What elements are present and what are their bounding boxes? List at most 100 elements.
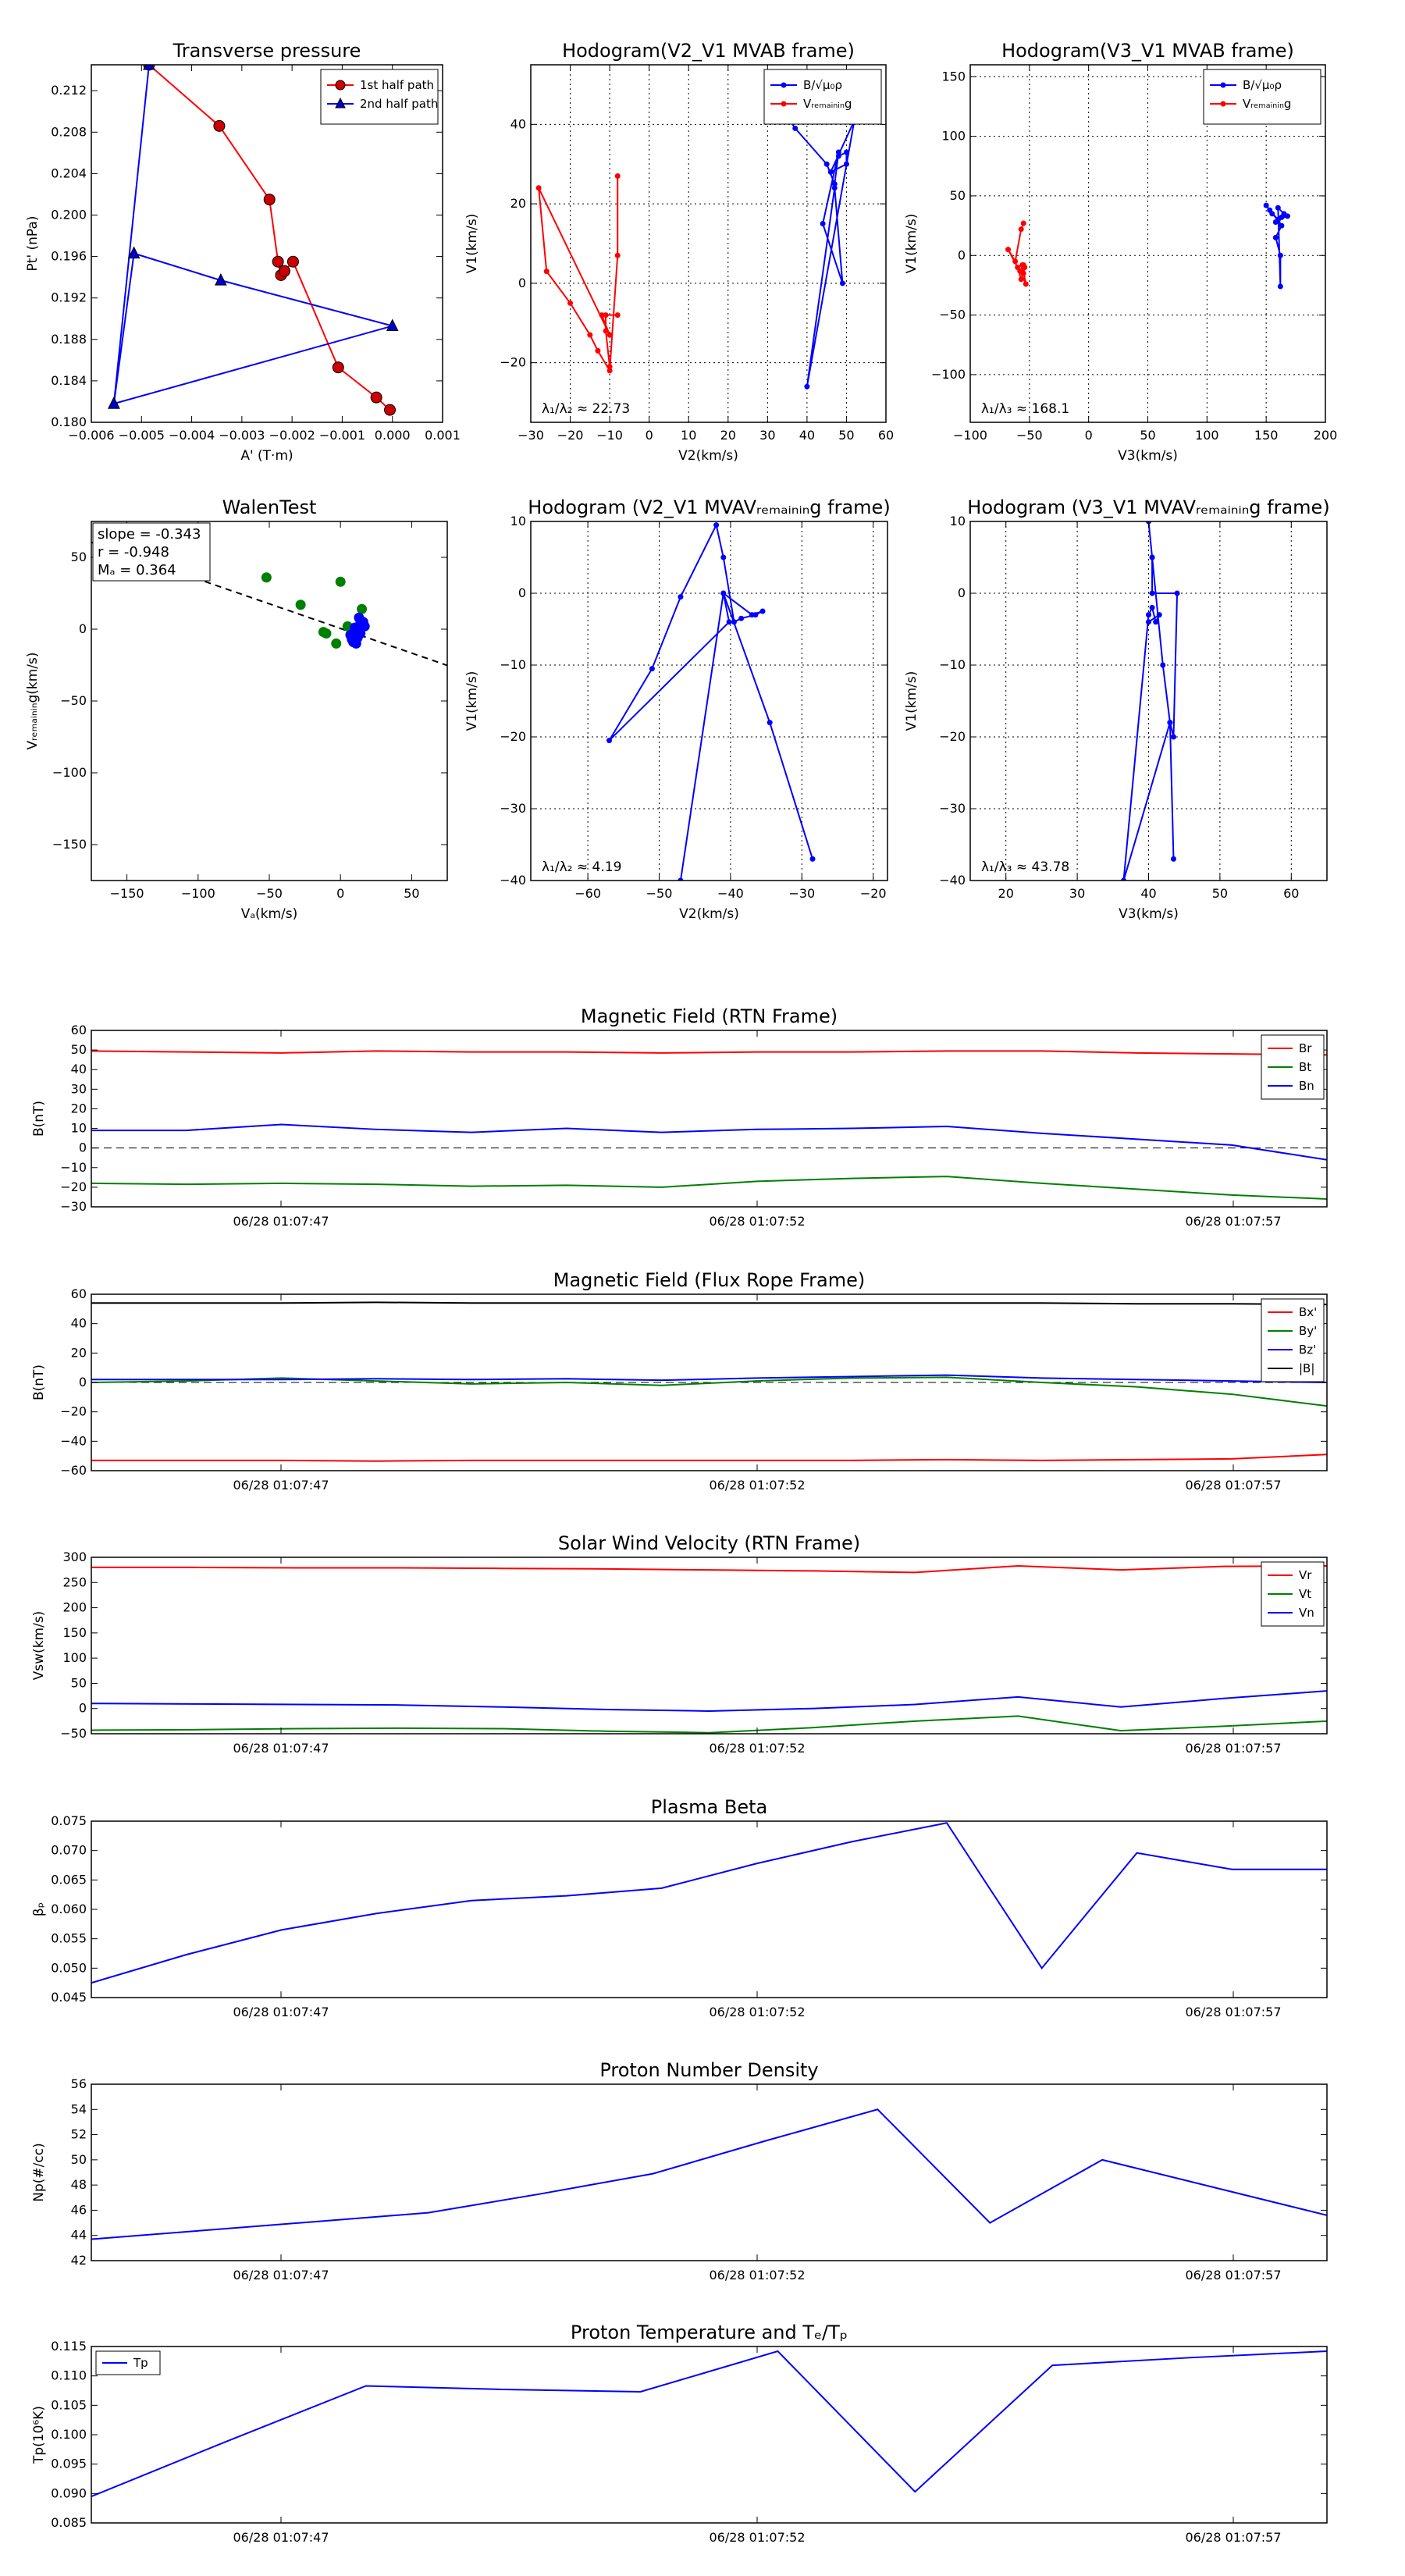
legend-box	[763, 69, 882, 125]
y-tick-label: 44	[71, 2228, 87, 2243]
time-tick-label: 06/28 01:07:52	[709, 2005, 805, 2019]
y-tick-label: −50	[60, 1726, 87, 1741]
y-tick-label: −20	[60, 1179, 87, 1194]
y-tick-label: 250	[62, 1574, 87, 1589]
legend-box	[320, 69, 439, 125]
chart-title: Hodogram(V3_V1 MVAB frame)	[1001, 40, 1294, 62]
x-tick-label: −50	[1016, 428, 1043, 443]
x-tick-label: −10	[596, 428, 623, 443]
data-marker	[843, 161, 849, 167]
time-tick-label: 06/28 01:07:57	[1185, 2530, 1281, 2545]
x-tick-label: 30	[759, 428, 775, 443]
x-axis-label: V2(km/s)	[679, 906, 739, 922]
y-tick-label: 52	[71, 2127, 87, 2142]
x-tick-label: −30	[518, 428, 544, 443]
axes-frame	[91, 1557, 1328, 1735]
legend-marker	[781, 82, 787, 88]
plot-area	[91, 1564, 1327, 1734]
data-marker	[738, 615, 745, 621]
y-axis-label: βₚ	[31, 1902, 47, 1916]
chart-title: Transverse pressure	[173, 40, 361, 62]
x-tick-label: 30	[1069, 886, 1085, 901]
y-axis-label: Vᵣₑₘₐᵢₙᵢₙg(km/s)	[25, 652, 41, 749]
data-point	[321, 628, 332, 639]
x-tick-label: −40	[717, 886, 744, 901]
data-marker	[384, 404, 396, 416]
chart-title: Hodogram (V2_V1 MVAVᵣₑₘₐᵢₙᵢₙg frame)	[528, 496, 890, 518]
y-tick-label: 0.208	[51, 124, 87, 139]
axes-frame	[91, 2083, 1328, 2261]
data-marker	[1156, 612, 1162, 618]
y-tick-label: −50	[939, 308, 966, 322]
data-marker	[1121, 877, 1127, 881]
data-marker	[678, 877, 684, 881]
y-tick-label: 0	[518, 276, 526, 290]
y-axis-label: V1(km/s)	[464, 671, 480, 731]
y-tick-label: 42	[71, 2253, 87, 2268]
y-tick-label: 0.115	[51, 2339, 87, 2354]
data-marker	[606, 332, 613, 338]
legend-label: B/√μ₀ρ	[1243, 78, 1282, 92]
chart-beta: Plasma Beta 0.045 0.050 0.055 0.060 0.065 0.07…	[31, 1796, 1328, 2019]
data-marker	[1146, 619, 1151, 625]
y-tick-label: 0.105	[51, 2397, 87, 2412]
y-tick-label: 0	[958, 247, 966, 262]
legend-marker	[335, 80, 346, 91]
data-marker	[543, 269, 550, 275]
data-marker	[835, 153, 841, 159]
x-tick-label: −0.006	[68, 428, 114, 443]
data-marker	[614, 312, 621, 318]
y-tick-label: 0.090	[51, 2485, 87, 2500]
y-tick-label: 30	[71, 1081, 87, 1096]
data-marker	[386, 318, 399, 332]
y-tick-label: 50	[71, 1042, 87, 1057]
y-tick-label: 0.196	[51, 249, 87, 264]
data-marker	[820, 221, 826, 227]
y-tick-label: 20	[71, 1345, 87, 1360]
plot-area	[91, 2350, 1327, 2498]
data-marker	[1170, 734, 1176, 740]
legend-label: Bx'	[1299, 1305, 1317, 1319]
y-tick-label: 0.050	[51, 1960, 87, 1975]
chart-mag_rtn: Magnetic Field (RTN Frame) −30 −20 −10 0 10 20…	[31, 1005, 1328, 1229]
legend-label: Vn	[1299, 1606, 1314, 1620]
y-tick-label: 300	[62, 1550, 87, 1564]
data-marker	[127, 246, 140, 259]
x-tick-label: 20	[720, 428, 736, 443]
data-marker	[843, 149, 849, 155]
data-marker	[1005, 247, 1012, 253]
time-tick-label: 06/28 01:07:47	[233, 1214, 329, 1229]
y-tick-label: 50	[71, 1675, 87, 1690]
axes-frame	[530, 64, 887, 423]
y-tick-label: 40	[71, 1316, 87, 1331]
chart-hodo_v3v1_rem: Hodogram (V3_V1 MVAVᵣₑₘₐᵢₙᵢₙg frame) 20 30…	[904, 496, 1330, 922]
y-tick-label: −100	[931, 367, 966, 382]
data-marker	[1018, 226, 1024, 233]
y-tick-label: 0	[518, 585, 526, 600]
time-tick-label: 06/28 01:07:52	[709, 2268, 805, 2282]
y-tick-label: 0.204	[51, 165, 87, 180]
chart-title: Magnetic Field (Flux Rope Frame)	[553, 1269, 865, 1291]
annotation-text: λ₁/λ₂ ≈ 22.73	[542, 401, 630, 417]
y-tick-label: 0	[79, 1701, 87, 1716]
data-marker	[1160, 662, 1166, 668]
annotation-box	[92, 522, 211, 582]
data-point	[357, 603, 368, 614]
y-tick-label: −10	[500, 657, 526, 672]
y-tick-label: 0	[79, 1375, 87, 1389]
plot-area	[108, 65, 399, 416]
y-tick-label: −100	[52, 765, 87, 780]
y-tick-label: 150	[941, 69, 966, 84]
x-tick-label: −100	[181, 886, 215, 901]
x-axis-label: V2(km/s)	[678, 448, 738, 464]
data-point	[295, 600, 306, 610]
y-tick-label: −20	[500, 729, 526, 744]
data-marker	[279, 265, 290, 277]
legend-label: 2nd half path	[360, 97, 438, 111]
data-marker	[1146, 612, 1151, 618]
y-tick-label: 150	[62, 1625, 87, 1640]
chart-title: Proton Temperature and Tₑ/Tₚ	[571, 2322, 848, 2343]
x-tick-label: −0.001	[319, 428, 365, 443]
data-marker	[614, 252, 621, 258]
